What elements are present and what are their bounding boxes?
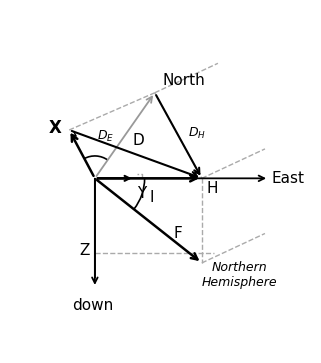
- Text: North: North: [162, 73, 205, 88]
- Text: X: X: [49, 119, 62, 136]
- Text: F: F: [173, 226, 182, 241]
- Text: Northern
Hemisphere: Northern Hemisphere: [201, 261, 277, 289]
- Text: I: I: [149, 191, 153, 205]
- Text: H: H: [207, 181, 218, 196]
- Text: Y: Y: [137, 186, 146, 201]
- Text: East: East: [272, 171, 305, 186]
- Text: Z: Z: [80, 243, 90, 258]
- Text: $D_E$: $D_E$: [97, 129, 114, 144]
- Text: $D_H$: $D_H$: [188, 126, 206, 140]
- Text: down: down: [72, 298, 113, 313]
- Text: D: D: [132, 133, 144, 148]
